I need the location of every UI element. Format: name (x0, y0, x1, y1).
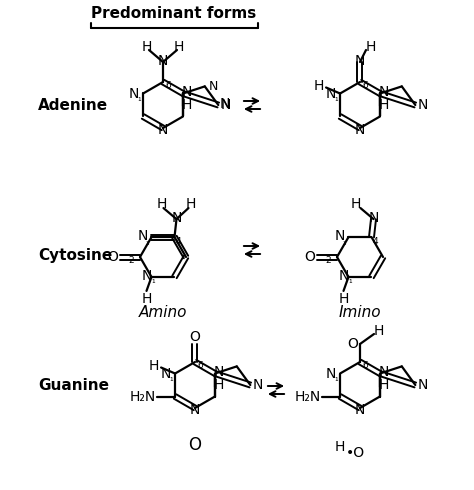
Text: O: O (305, 250, 315, 264)
Text: ₁: ₁ (152, 276, 155, 285)
Text: Imino: Imino (339, 304, 381, 319)
Text: Cytosine: Cytosine (38, 247, 112, 263)
Text: 2: 2 (128, 255, 134, 265)
Text: H: H (185, 197, 196, 211)
Text: H: H (182, 98, 192, 112)
Text: O: O (190, 330, 201, 344)
Text: H: H (142, 40, 152, 54)
Text: N: N (161, 367, 171, 381)
Text: H: H (366, 40, 376, 54)
Text: ₃: ₃ (343, 238, 346, 246)
Text: N: N (355, 123, 365, 137)
Text: N: N (338, 269, 349, 283)
Text: N: N (171, 211, 182, 225)
Text: H: H (156, 197, 167, 211)
Text: N: N (220, 97, 230, 111)
Text: N: N (129, 87, 139, 100)
Text: N: N (326, 367, 336, 381)
Text: ₁: ₁ (334, 374, 338, 383)
Text: ₃: ₃ (146, 238, 149, 246)
Text: N: N (158, 54, 168, 68)
Text: H: H (374, 324, 384, 338)
Text: Adenine: Adenine (38, 98, 108, 113)
Text: H: H (149, 359, 159, 372)
Text: N: N (214, 365, 224, 378)
Text: Guanine: Guanine (38, 377, 109, 392)
Text: N: N (190, 403, 200, 417)
Text: H: H (214, 377, 224, 392)
Text: H₂N: H₂N (295, 390, 321, 403)
Text: N: N (368, 211, 379, 225)
Text: ₁: ₁ (137, 94, 141, 103)
Text: 6: 6 (362, 361, 368, 369)
Text: N: N (379, 84, 389, 98)
Text: 4: 4 (176, 237, 182, 245)
Text: O: O (108, 250, 118, 264)
Text: N: N (182, 84, 192, 98)
Text: ₁: ₁ (169, 374, 173, 383)
Text: Amino: Amino (139, 304, 187, 319)
Text: H₂N: H₂N (130, 390, 156, 403)
Text: N: N (334, 229, 345, 243)
Text: N: N (355, 54, 365, 68)
Text: O: O (189, 436, 201, 454)
Text: N: N (141, 269, 152, 283)
Text: N: N (221, 98, 231, 112)
Text: Predominant forms: Predominant forms (91, 5, 256, 21)
Text: 6: 6 (165, 80, 171, 90)
Text: 6: 6 (362, 80, 368, 90)
Text: N: N (418, 378, 428, 392)
Text: H: H (335, 440, 345, 454)
Text: H: H (314, 78, 324, 93)
Text: N: N (418, 98, 428, 112)
Text: N: N (379, 365, 389, 378)
Text: H: H (141, 292, 152, 306)
Text: 4: 4 (373, 237, 378, 245)
Text: H: H (338, 292, 349, 306)
Text: 6: 6 (197, 361, 203, 369)
Text: H: H (174, 40, 184, 54)
Text: H: H (379, 98, 389, 112)
Text: N: N (209, 80, 219, 93)
Text: O: O (347, 337, 358, 351)
Text: N: N (355, 403, 365, 417)
Text: N: N (158, 123, 168, 137)
Text: H: H (350, 197, 361, 211)
Text: N: N (253, 378, 264, 392)
Text: N: N (326, 87, 336, 100)
Text: ₁: ₁ (349, 276, 352, 285)
Text: •O: •O (346, 446, 365, 460)
Text: N: N (137, 229, 148, 243)
Text: H: H (379, 377, 389, 392)
Text: 2: 2 (325, 255, 331, 265)
Text: ₁: ₁ (334, 94, 338, 103)
